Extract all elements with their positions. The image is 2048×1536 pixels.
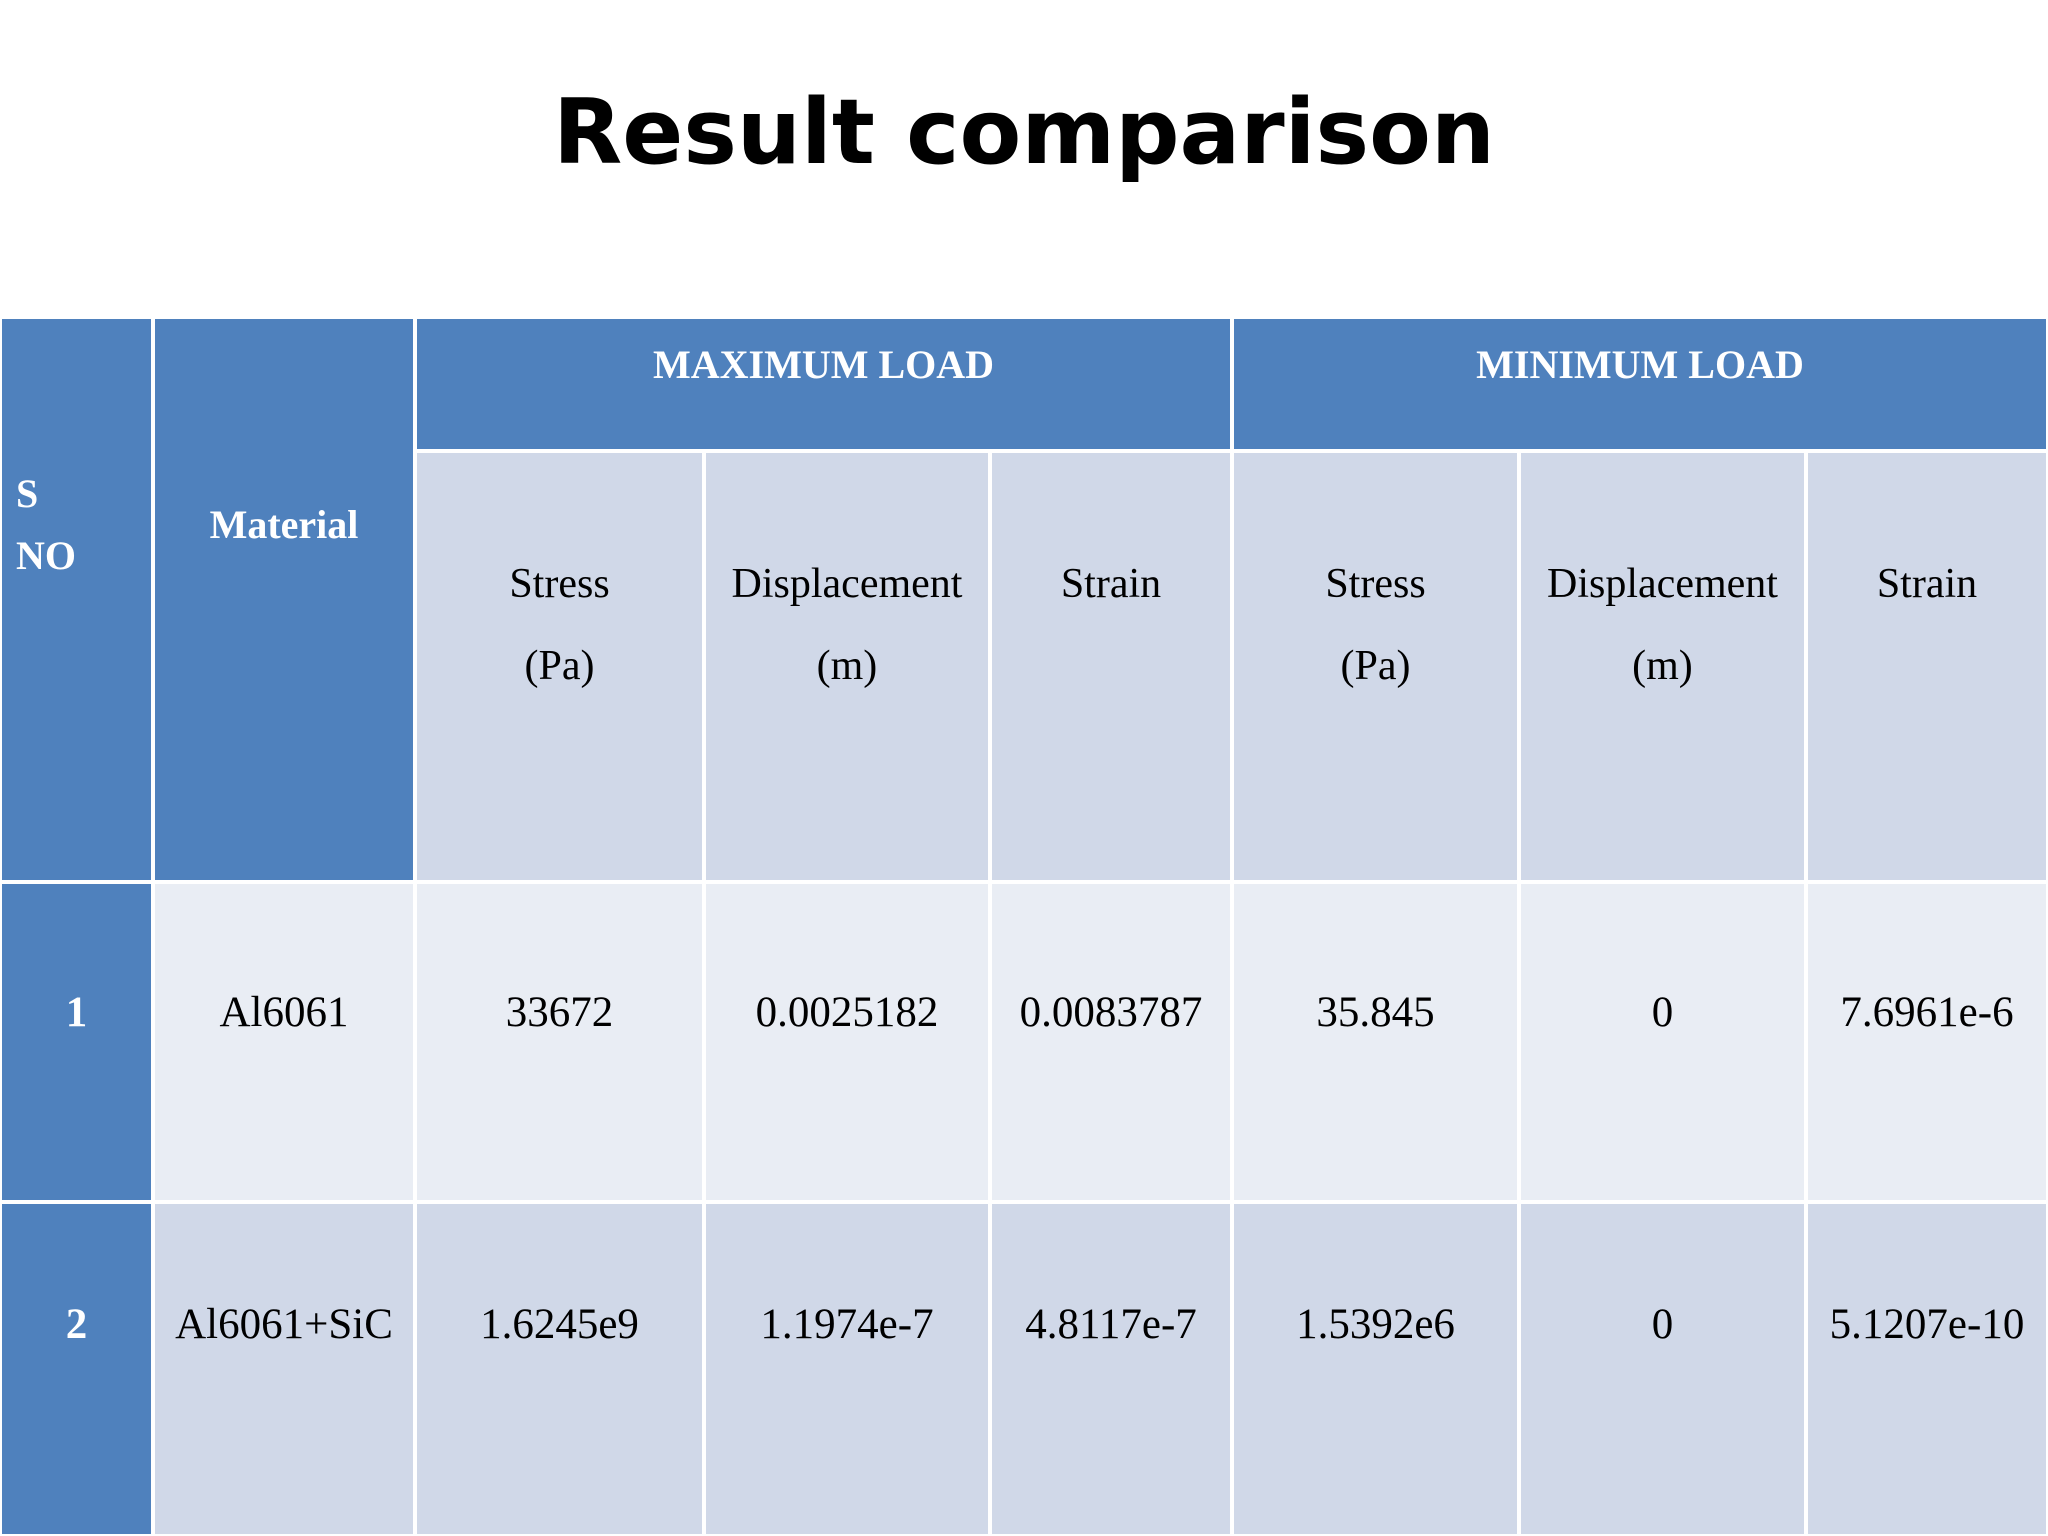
- table-cell: Al6061: [153, 882, 415, 1202]
- row-number: 2: [0, 1202, 153, 1536]
- column-header: Strain: [1806, 451, 2048, 882]
- group-header: MINIMUM LOAD: [1232, 317, 2048, 451]
- column-header: Displacement (m): [704, 451, 990, 882]
- table-cell: 0: [1519, 1202, 1806, 1536]
- group-header: MAXIMUM LOAD: [415, 317, 1232, 451]
- table-cell: 35.845: [1232, 882, 1519, 1202]
- table-cell: 0.0025182: [704, 882, 990, 1202]
- table-cell: 0.0083787: [990, 882, 1232, 1202]
- table-cell: 5.1207e-10: [1806, 1202, 2048, 1536]
- table-cell: 0: [1519, 882, 1806, 1202]
- column-header: Stress (Pa): [415, 451, 704, 882]
- table-cell: 7.6961e-6: [1806, 882, 2048, 1202]
- column-header: Strain: [990, 451, 1232, 882]
- table-cell: 33672: [415, 882, 704, 1202]
- table-cell: Al6061+SiC: [153, 1202, 415, 1536]
- table-cell: 1.1974e-7: [704, 1202, 990, 1536]
- sno-header: S NO: [0, 317, 153, 882]
- table-cell: 4.8117e-7: [990, 1202, 1232, 1536]
- material-header: Material: [153, 317, 415, 882]
- table-cell: 1.5392e6: [1232, 1202, 1519, 1536]
- column-header: Stress (Pa): [1232, 451, 1519, 882]
- slide-title: Result comparison: [552, 80, 1495, 185]
- table-cell: 1.6245e9: [415, 1202, 704, 1536]
- row-number: 1: [0, 882, 153, 1202]
- column-header: Displacement (m): [1519, 451, 1806, 882]
